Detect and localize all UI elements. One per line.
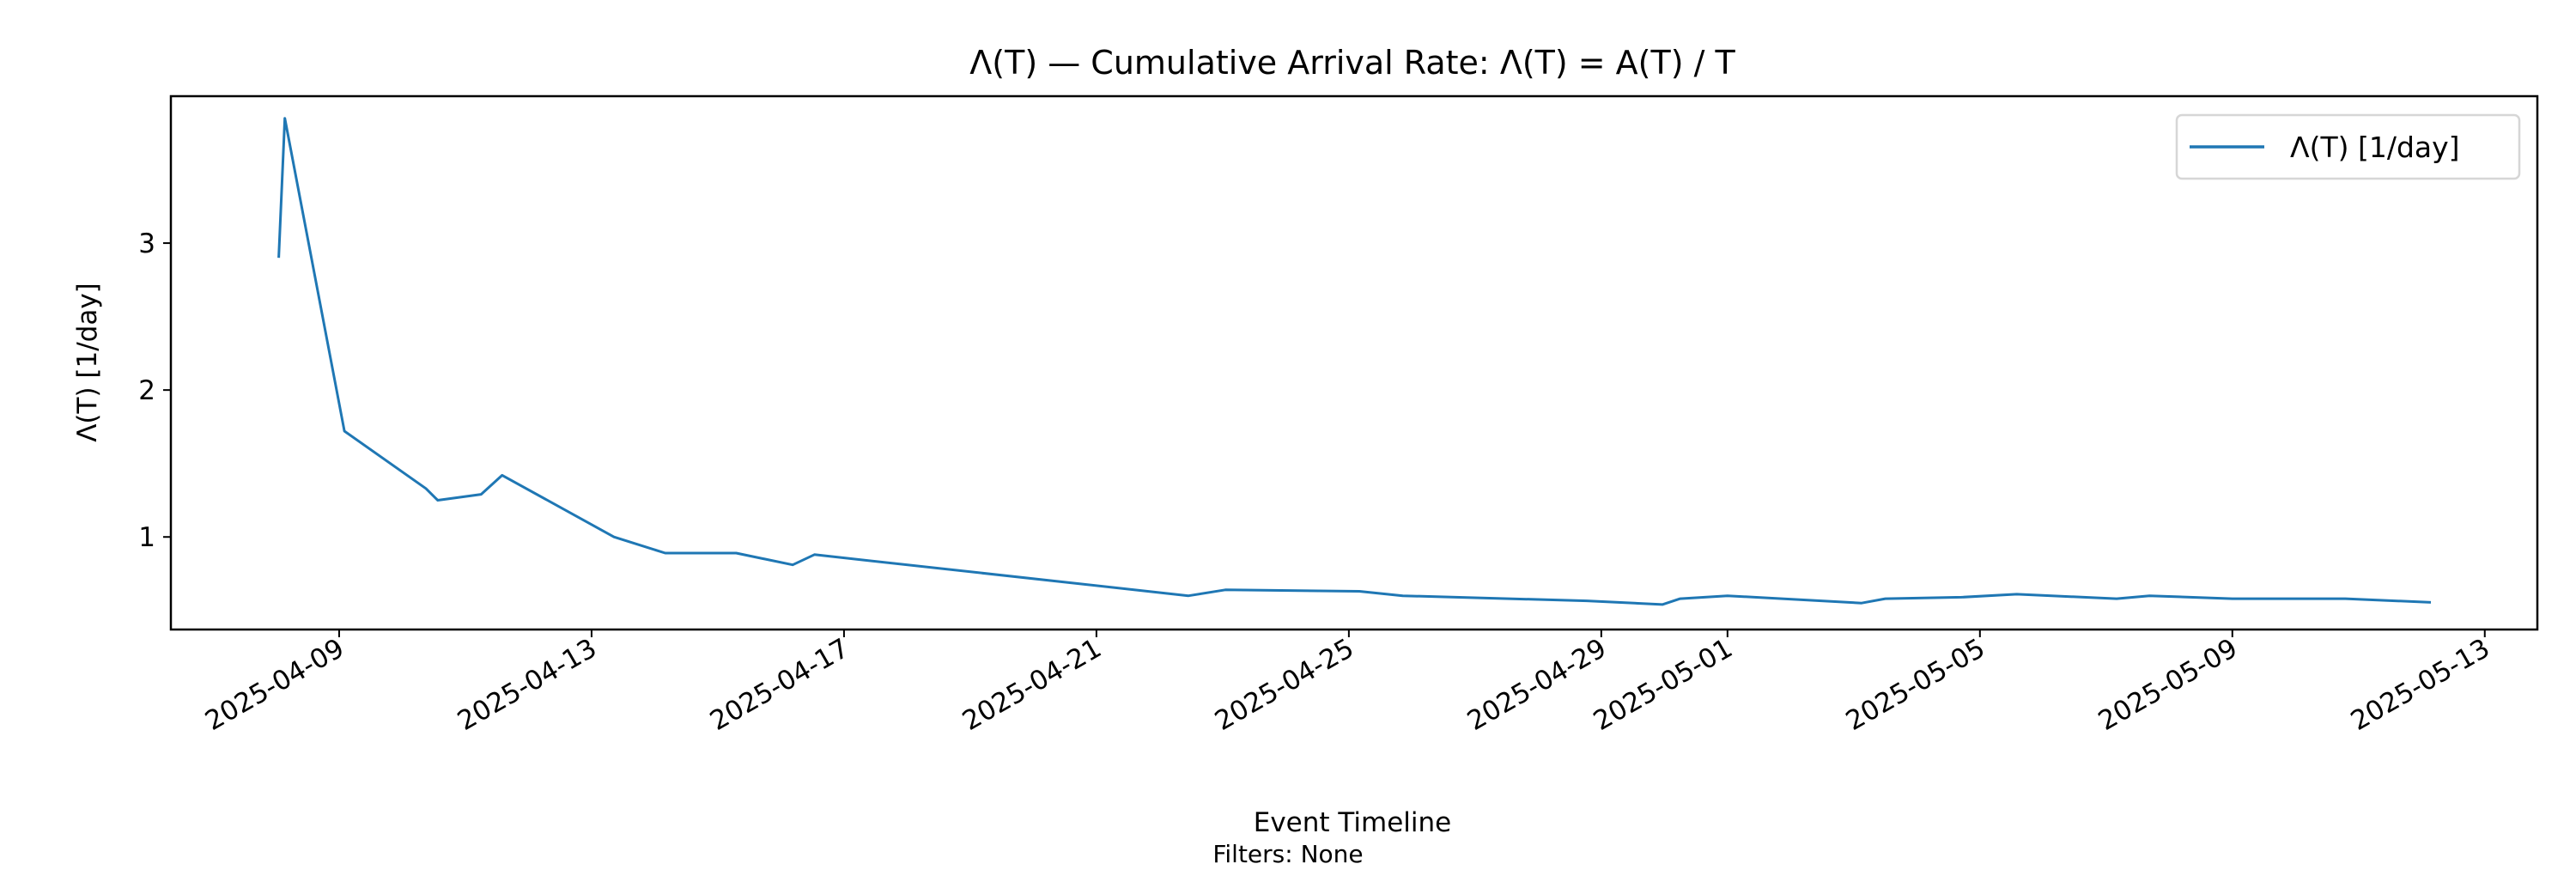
y-tick-label: 1 bbox=[138, 522, 155, 553]
legend-frame bbox=[2175, 113, 2521, 180]
x-tick-label: 2025-04-25 bbox=[1210, 633, 1359, 737]
axes-frame bbox=[169, 94, 2539, 631]
legend-label: Λ(T) [1/day] bbox=[2290, 131, 2460, 164]
x-tick-label: 2025-04-17 bbox=[705, 633, 854, 737]
x-tick-label: 2025-05-05 bbox=[1841, 633, 1990, 737]
plot-area: 1 2 3 2025-04-09 2025-04-13 2025-04-17 2025-04… bbox=[138, 94, 2539, 737]
x-tick-label: 2025-04-29 bbox=[1462, 633, 1612, 737]
x-tick-label: 2025-04-13 bbox=[453, 633, 602, 737]
chart-title: Λ(T) — Cumulative Arrival Rate: Λ(T) = A… bbox=[969, 44, 1735, 82]
y-axis-label: Λ(T) [1/day] bbox=[72, 283, 103, 442]
x-tick-label: 2025-05-01 bbox=[1589, 633, 1738, 737]
x-axis-label: Event Timeline bbox=[1254, 807, 1451, 838]
y-tick-label: 3 bbox=[138, 228, 155, 259]
filters-note: Filters: None bbox=[1212, 840, 1363, 868]
series-line bbox=[277, 117, 2432, 606]
legend: Λ(T) [1/day] bbox=[2175, 113, 2521, 180]
x-tick-label: 2025-04-09 bbox=[200, 633, 349, 737]
y-tick-label: 2 bbox=[138, 375, 155, 406]
x-tick-label: 2025-05-13 bbox=[2346, 633, 2495, 737]
x-tick-label: 2025-04-21 bbox=[957, 633, 1107, 737]
x-tick-label: 2025-05-09 bbox=[2093, 633, 2243, 737]
